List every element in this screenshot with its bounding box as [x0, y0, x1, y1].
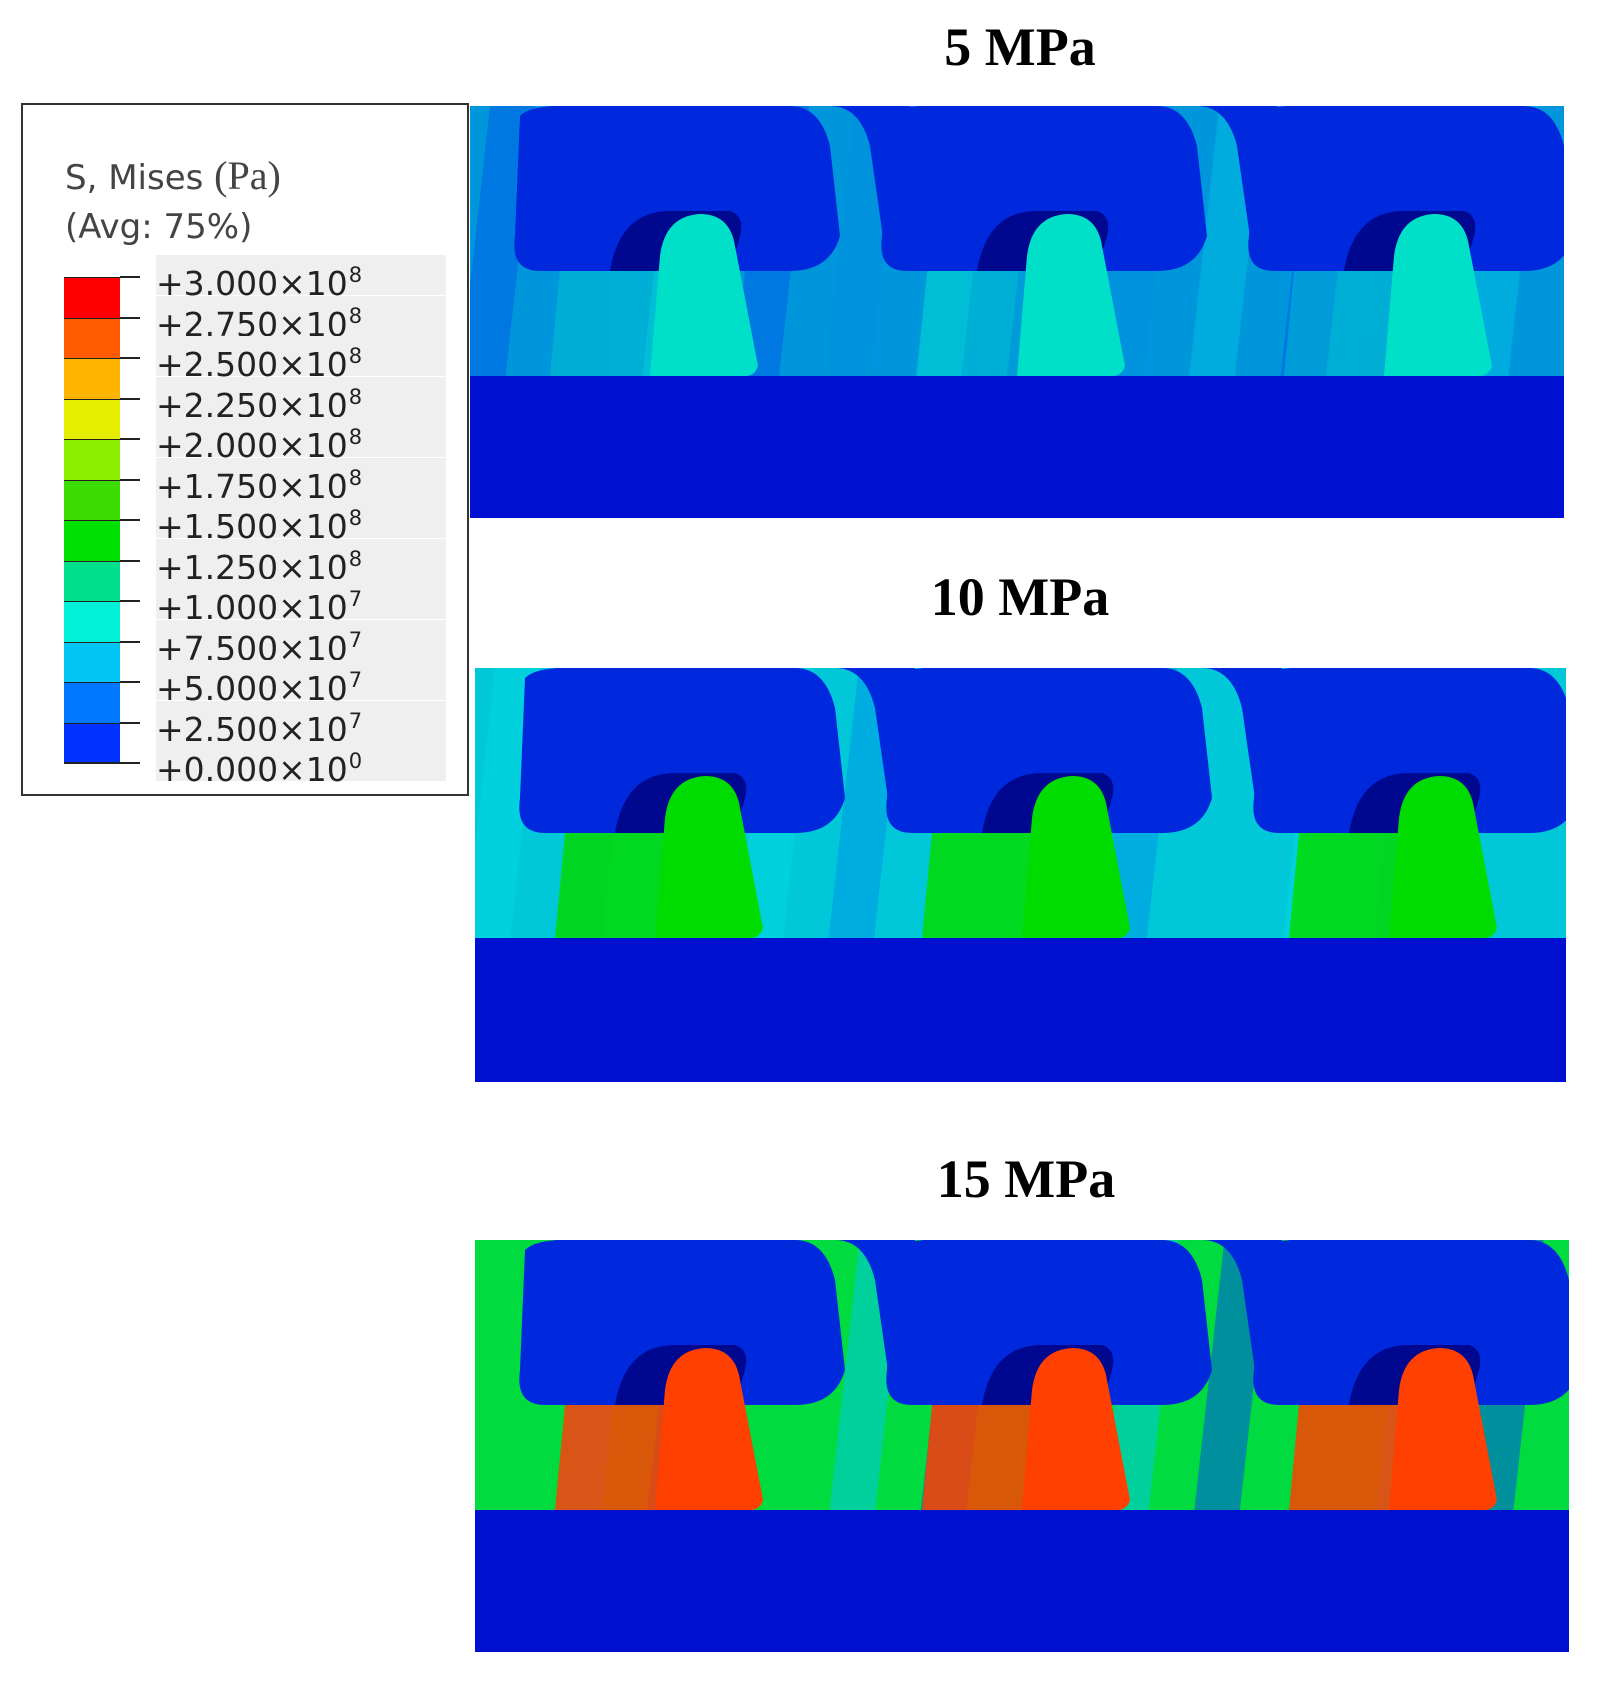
base-plate	[470, 376, 1564, 518]
contact-block-base	[550, 271, 660, 376]
contact-block-base	[555, 1405, 665, 1510]
legend-tick	[120, 276, 140, 278]
legend-bottom-edge	[64, 762, 120, 764]
legend-swatch	[64, 439, 120, 480]
legend-tick	[120, 357, 140, 359]
gear-tooth	[530, 106, 910, 266]
legend-swatch	[64, 560, 120, 601]
legend-tick-label: +1.250×108	[156, 538, 446, 587]
legend-swatch	[64, 317, 120, 358]
panel-title-10mpa: 10 MPa	[930, 567, 1110, 627]
gear-tooth-body	[1248, 106, 1564, 271]
gear-tooth-body	[886, 668, 1212, 833]
legend-swatch	[64, 479, 120, 520]
legend-tick-label: +1.000×107	[156, 579, 446, 627]
legend-swatch	[64, 277, 120, 318]
legend-tick	[120, 640, 140, 643]
contact-block	[655, 776, 763, 938]
legend-tick-label: +2.750×108	[156, 295, 446, 344]
legend-tick-label: +3.000×108	[156, 255, 446, 303]
contour-plot-15mpa	[475, 1240, 1569, 1652]
gear-tooth-body	[519, 1240, 845, 1405]
contour-plot-10mpa	[475, 668, 1566, 1082]
gear-tooth-body	[1253, 1240, 1569, 1405]
legend-tick-label: +0.000×100	[156, 741, 446, 789]
legend-swatch	[64, 682, 120, 723]
legend-tick	[120, 316, 140, 319]
legend-tick	[120, 519, 140, 521]
contact-block	[1384, 214, 1492, 376]
legend-tick	[120, 681, 140, 683]
legend-subtitle: (Avg: 75%)	[65, 207, 253, 247]
legend-swatch	[64, 398, 120, 439]
legend-title: S, Mises (Pa)	[65, 153, 281, 198]
legend-tick-label: +2.000×108	[156, 417, 446, 465]
gear-tooth-body	[519, 668, 845, 833]
legend-swatch	[64, 722, 120, 763]
legend-tick	[120, 397, 140, 400]
legend-swatch	[64, 641, 120, 682]
contour-plot-5mpa	[470, 106, 1564, 518]
legend-swatch	[64, 358, 120, 399]
contact-block	[1389, 776, 1497, 938]
gear-tooth-body	[886, 1240, 1212, 1405]
panel-title-15mpa: 15 MPa	[936, 1149, 1116, 1209]
legend-tick-label: +1.500×108	[156, 498, 446, 546]
contact-block-base	[1289, 833, 1399, 938]
contact-block-base	[922, 1405, 1032, 1510]
legend-tick	[120, 600, 140, 602]
legend-tick	[120, 559, 140, 562]
contact-block-base	[1289, 1405, 1399, 1510]
contact-block	[1022, 1348, 1130, 1510]
legend: S, Mises (Pa) (Avg: 75%) +3.000×108 +2.75…	[21, 103, 469, 796]
legend-unit: (Pa)	[214, 153, 281, 198]
legend-tick	[120, 438, 140, 440]
gear-tooth	[535, 668, 915, 828]
contact-block	[650, 214, 758, 376]
panel-title-5mpa: 5 MPa	[944, 17, 1096, 77]
contact-block-base	[922, 833, 1032, 938]
contact-block-base	[917, 271, 1027, 376]
legend-tick	[120, 762, 140, 764]
base-plate	[475, 938, 1566, 1082]
legend-tick	[120, 721, 140, 724]
contact-block	[655, 1348, 763, 1510]
legend-tick-label: +1.750×108	[156, 457, 446, 506]
gear-tooth	[897, 106, 1277, 266]
legend-tick	[120, 478, 140, 481]
base-plate	[475, 1510, 1569, 1652]
gear-tooth-body	[881, 106, 1207, 271]
legend-tick-label: +2.250×108	[156, 376, 446, 425]
contact-block	[1389, 1348, 1497, 1510]
legend-tick-label: +7.500×107	[156, 619, 446, 668]
legend-tick-label: +2.500×108	[156, 336, 446, 384]
gear-tooth-body	[514, 106, 840, 271]
legend-swatch	[64, 520, 120, 561]
contact-block	[1022, 776, 1130, 938]
gear-tooth	[902, 668, 1282, 828]
gear-tooth	[535, 1240, 915, 1400]
contact-block-base	[1284, 271, 1394, 376]
legend-tick-label: +5.000×107	[156, 660, 446, 708]
contact-block-base	[555, 833, 665, 938]
legend-swatch	[64, 601, 120, 642]
gear-tooth-body	[1253, 668, 1566, 833]
contact-block	[1017, 214, 1125, 376]
legend-tick-label: +2.500×107	[156, 700, 446, 749]
gear-tooth	[902, 1240, 1282, 1400]
